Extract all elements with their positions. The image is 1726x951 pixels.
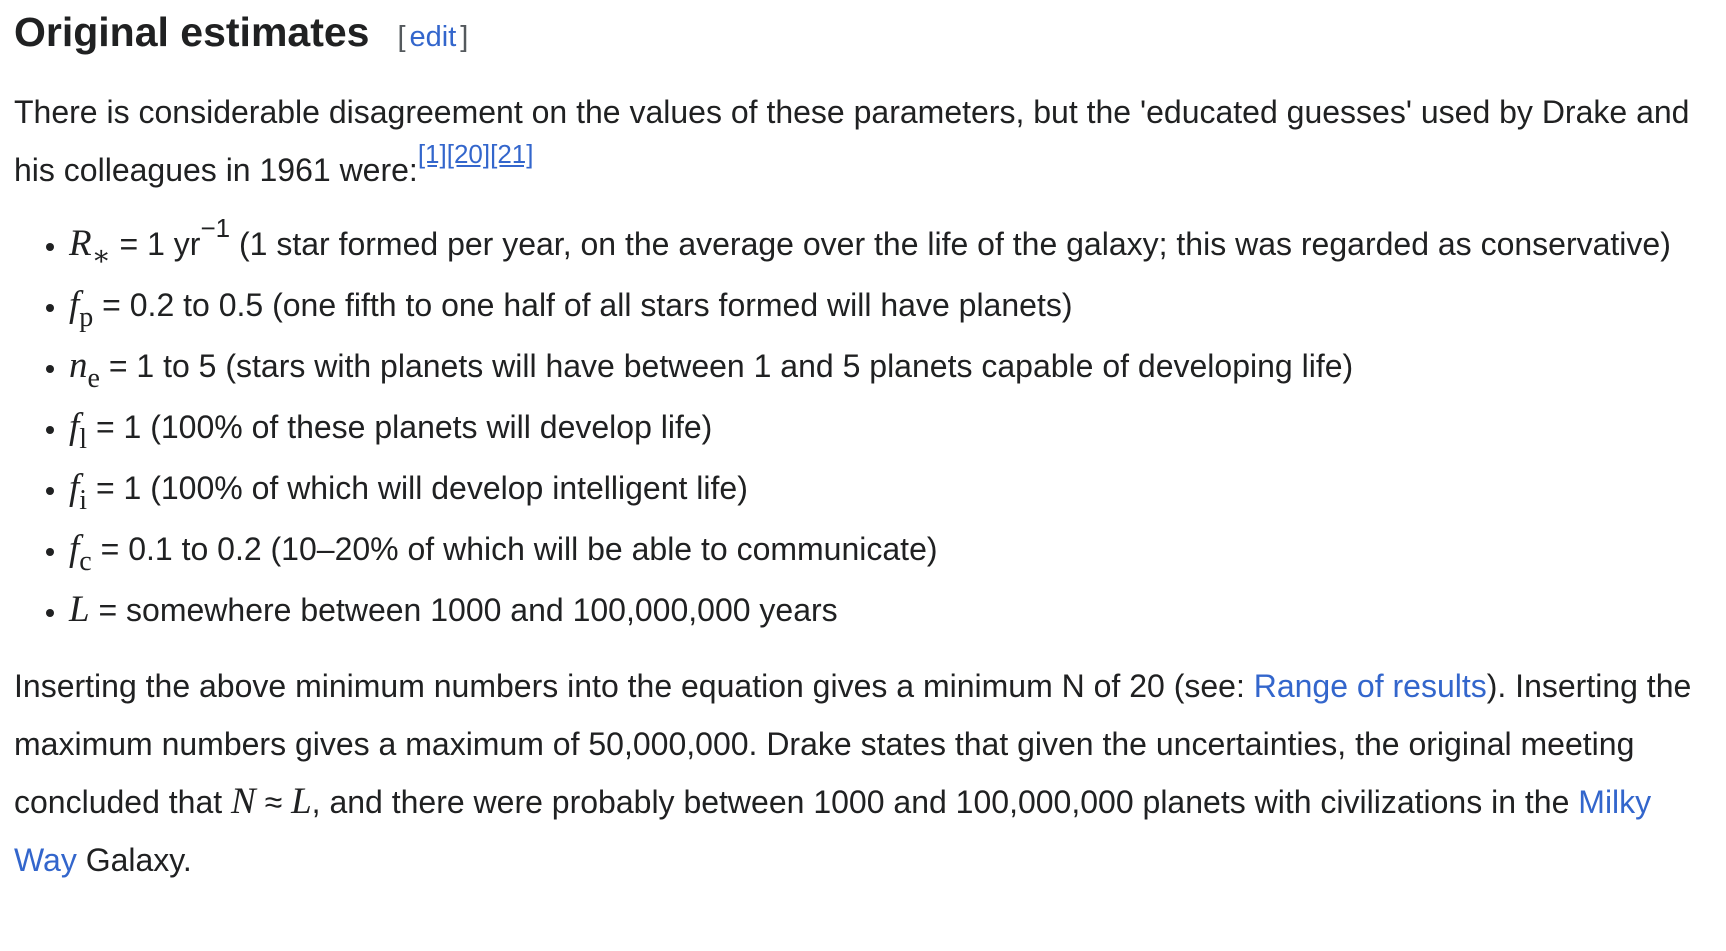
edit-bracket: [ [397,21,406,53]
reference-link[interactable]: [20] [446,138,491,169]
reference-link[interactable]: [21] [490,138,534,169]
symbol: f [69,284,80,325]
estimate-item: R∗ = 1 yr−1 (1 star formed per year, on … [69,215,1712,273]
text-run: ). Inserting the maximum numbers gives a… [14,668,1692,820]
math-symbol: fl [69,406,87,453]
text-run: ≈ [255,784,292,820]
text-run: There is considerable disagreement on th… [14,94,1690,188]
wiki-link[interactable]: Range of results [1253,668,1487,704]
conclusion-paragraph: Inserting the above minimum numbers into… [14,657,1712,889]
estimate-item: L = somewhere between 1000 and 100,000,0… [69,581,1712,639]
wiki-link[interactable]: Milky Way [14,784,1652,878]
symbol: R [69,223,92,264]
math-symbol: R∗ [69,223,111,270]
math-symbol: N [231,781,256,822]
math-symbol: L [69,589,90,630]
edit-section: [edit] [397,21,468,53]
symbol-subscript: i [79,484,88,516]
symbol-subscript: ∗ [91,240,111,272]
text-run: Galaxy. [76,842,192,878]
estimate-item: fi = 1 (100% of which will develop intel… [69,459,1712,517]
symbol: f [69,467,80,508]
symbol: f [69,406,80,447]
section-heading: Original estimates [edit] [14,4,1712,65]
text-run: , and there were probably between 1000 a… [311,784,1579,820]
symbol: f [69,528,80,569]
math-symbol: fp [69,284,93,331]
item-text: = 1 to 5 (stars with planets will have b… [99,348,1354,384]
item-text: = somewhere between 1000 and 100,000,000… [89,592,838,628]
math-symbol: fc [69,528,92,575]
reference-link[interactable]: [1] [417,138,447,169]
text-run: Inserting the above minimum numbers into… [14,668,1254,704]
item-note: (1 star formed per year, on the average … [230,226,1671,262]
estimate-item: ne = 1 to 5 (stars with planets will hav… [69,337,1712,395]
heading-title: Original estimates [14,9,370,55]
item-text: = 0.2 to 0.5 (one fifth to one half of a… [93,287,1073,323]
item-text: = 0.1 to 0.2 (10–20% of which will be ab… [91,531,938,567]
symbol-subscript: p [79,301,94,333]
estimate-item: fc = 0.1 to 0.2 (10–20% of which will be… [69,520,1712,578]
estimate-item: fl = 1 (100% of these planets will devel… [69,398,1712,456]
item-superscript: −1 [200,212,231,243]
references: [1][20][21] [418,139,534,169]
symbol-subscript: l [79,423,88,455]
estimate-list: R∗ = 1 yr−1 (1 star formed per year, on … [14,215,1712,639]
intro-paragraph: There is considerable disagreement on th… [14,83,1712,199]
math-symbol: ne [69,345,100,392]
symbol: L [69,589,90,630]
edit-link[interactable]: edit [409,21,457,53]
symbol-subscript: c [79,545,92,577]
math-symbol: L [291,781,312,822]
item-text: = 1 (100% of which will develop intellig… [87,470,748,506]
edit-bracket: ] [460,21,469,53]
estimate-item: fp = 0.2 to 0.5 (one fifth to one half o… [69,276,1712,334]
item-text: = 1 yr [110,226,201,262]
article-section: Original estimates [edit] There is consid… [0,0,1726,889]
item-text: = 1 (100% of these planets will develop … [87,409,713,445]
symbol: n [69,345,88,386]
symbol-subscript: e [87,362,100,394]
math-symbol: fi [69,467,87,514]
